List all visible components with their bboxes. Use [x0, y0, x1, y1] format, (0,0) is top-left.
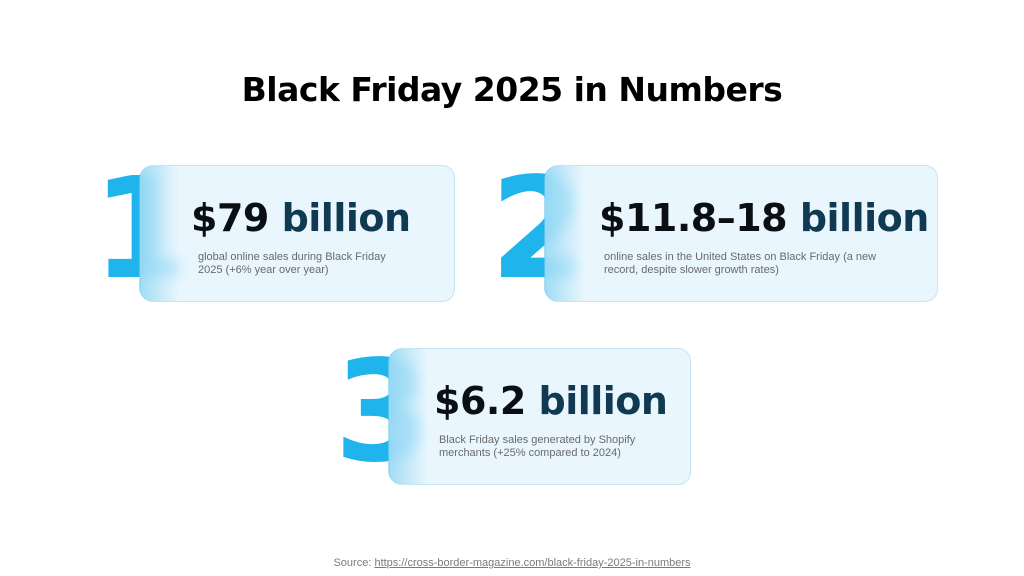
stat-description-3: Black Friday sales generated by Shopify … [439, 434, 636, 459]
source-line: Source: https://cross-border-magazine.co… [0, 557, 1024, 569]
card-blur-edge [544, 166, 584, 301]
card-blur-edge [139, 166, 179, 301]
page-title: Black Friday 2025 in Numbers [241, 70, 783, 109]
stat-value-3: $6.2 billion [434, 379, 668, 423]
stat-description-2: online sales in the United States on Bla… [604, 251, 877, 276]
stat-description-1: global online sales during Black Friday … [198, 251, 386, 276]
stat-card-3: $6.2 billion Black Friday sales generate… [388, 348, 691, 485]
source-link[interactable]: https://cross-border-magazine.com/black-… [374, 557, 691, 569]
stat-value-2: $11.8–18 billion [599, 196, 929, 240]
source-label: Source: [333, 557, 372, 569]
stat-card-2: $11.8–18 billion online sales in the Uni… [544, 165, 938, 302]
stat-card-1: $79 billion global online sales during B… [139, 165, 455, 302]
stat-value-1: $79 billion [191, 196, 411, 240]
card-blur-edge [388, 349, 428, 484]
